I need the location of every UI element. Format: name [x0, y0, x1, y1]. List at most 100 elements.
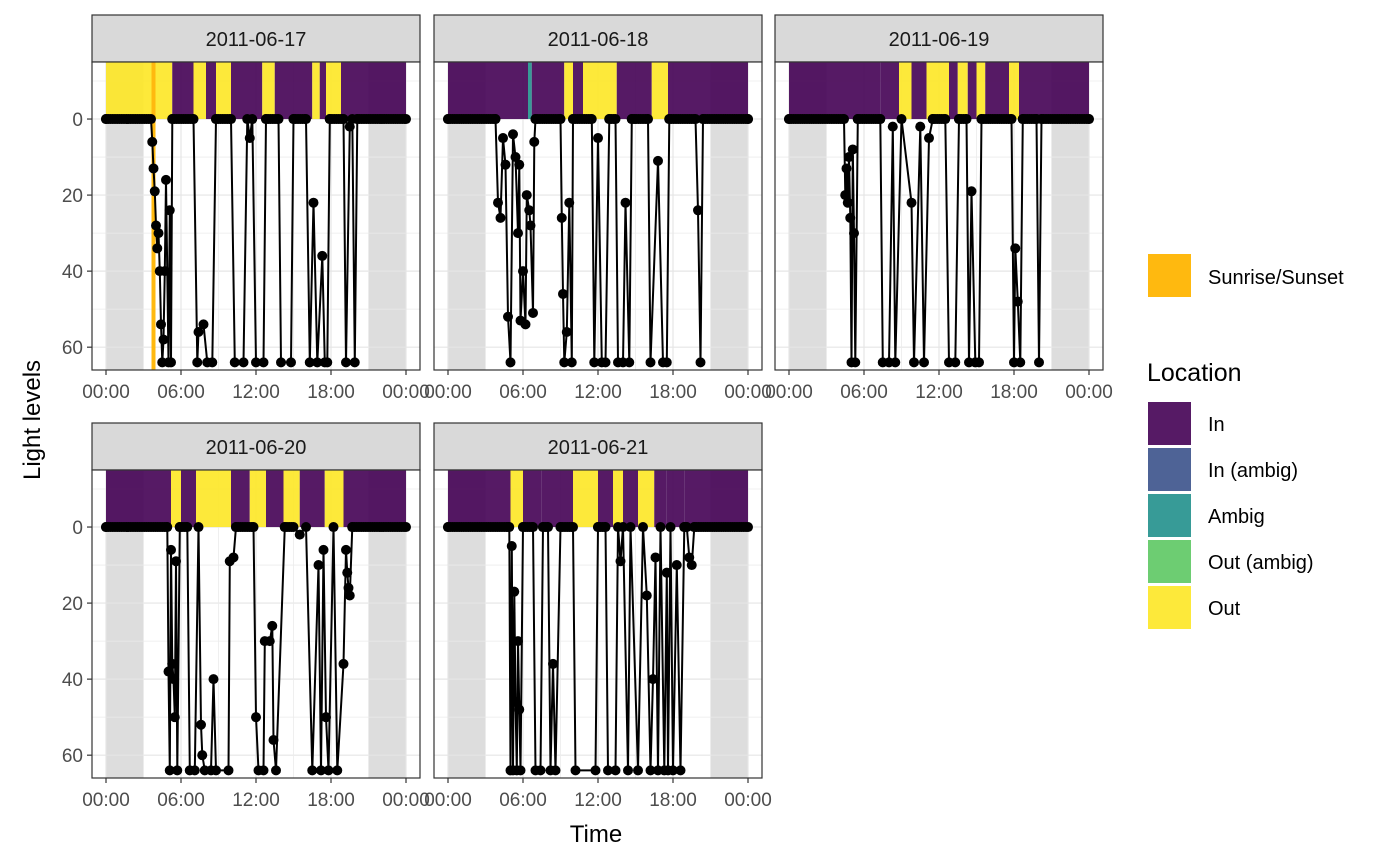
- data-point: [743, 522, 753, 533]
- data-point: [510, 152, 521, 163]
- data-point: [197, 750, 208, 761]
- data-point: [503, 311, 513, 322]
- location-band: [789, 62, 849, 120]
- x-tick-label: 18:00: [649, 382, 697, 403]
- data-point: [927, 114, 938, 125]
- location-band: [448, 62, 528, 120]
- data-point: [152, 243, 163, 254]
- data-point: [623, 765, 633, 776]
- data-point: [906, 197, 917, 208]
- facet-strip-label: 2011-06-20: [206, 437, 307, 459]
- data-point: [875, 114, 886, 125]
- location-band: [343, 470, 406, 528]
- data-point: [1006, 114, 1017, 125]
- data-point: [586, 114, 597, 125]
- data-point: [543, 522, 553, 533]
- data-point: [238, 357, 249, 368]
- data-point: [276, 357, 286, 368]
- location-band: [573, 62, 583, 120]
- data-point: [211, 765, 221, 776]
- data-point: [671, 560, 682, 571]
- data-point: [940, 114, 951, 125]
- data-point: [352, 114, 363, 125]
- data-point: [286, 357, 296, 368]
- data-point: [686, 560, 697, 571]
- location-band: [851, 62, 881, 120]
- legend: Sunrise/Sunset Location In In (ambig) Ambig O…: [1147, 254, 1344, 629]
- data-point: [495, 212, 506, 223]
- data-point: [1036, 114, 1047, 125]
- data-point: [690, 114, 701, 125]
- location-band: [523, 470, 542, 528]
- y-tick-label: 40: [62, 670, 83, 691]
- x-tick-label: 18:00: [990, 382, 1038, 403]
- data-point: [301, 114, 311, 125]
- location-band: [911, 62, 927, 120]
- data-point: [610, 114, 621, 125]
- data-point: [909, 357, 919, 368]
- data-point: [158, 334, 169, 345]
- data-point: [524, 205, 535, 216]
- data-point: [924, 133, 934, 144]
- data-point: [525, 220, 536, 231]
- data-point: [842, 197, 853, 208]
- data-point: [101, 522, 111, 533]
- location-band: [651, 62, 668, 120]
- data-point: [681, 522, 692, 533]
- location-band: [899, 62, 912, 120]
- x-tick-label: 12:00: [232, 382, 280, 403]
- facet-panels: 2011-06-17 0 20 40 60 00:00 06:00 12:00 18:00 00:…: [62, 14, 1113, 811]
- data-point: [568, 522, 578, 533]
- location-band: [654, 470, 667, 528]
- location-band: [341, 62, 406, 120]
- legend-key-out: [1148, 586, 1191, 629]
- data-point: [342, 567, 353, 578]
- data-point: [401, 522, 411, 533]
- data-point: [1010, 243, 1021, 254]
- data-point: [153, 228, 164, 239]
- data-point: [248, 522, 259, 533]
- data-point: [645, 765, 656, 776]
- data-point: [528, 307, 538, 318]
- data-point: [189, 765, 200, 776]
- data-point: [168, 674, 179, 685]
- data-point: [840, 190, 851, 201]
- data-point: [244, 133, 255, 144]
- data-point: [668, 765, 678, 776]
- data-point: [513, 228, 523, 239]
- data-point: [645, 357, 656, 368]
- data-point: [1015, 357, 1026, 368]
- location-band: [616, 62, 623, 120]
- data-point: [322, 357, 333, 368]
- data-point: [211, 114, 221, 125]
- data-point: [163, 666, 174, 677]
- x-tick-label: 00:00: [82, 790, 130, 811]
- location-band: [684, 470, 748, 528]
- x-axis-title: Time: [570, 821, 622, 848]
- facet-strip: [774, 14, 1104, 63]
- legend-label-in: In: [1208, 414, 1225, 436]
- data-point: [228, 552, 239, 563]
- data-point: [887, 121, 898, 132]
- data-point: [890, 357, 901, 368]
- x-tick-label: 00:00: [724, 790, 772, 811]
- data-point: [271, 765, 281, 776]
- data-point: [515, 765, 526, 776]
- data-point: [307, 765, 318, 776]
- data-point: [196, 719, 206, 730]
- data-point: [535, 765, 546, 776]
- location-band: [849, 62, 852, 120]
- data-point: [625, 522, 636, 533]
- legend-label-out: Out: [1208, 598, 1241, 620]
- legend-key-ambig: [1148, 494, 1191, 537]
- data-point: [847, 144, 858, 155]
- data-point: [1012, 296, 1023, 307]
- data-point: [620, 197, 631, 208]
- location-band: [1009, 62, 1019, 120]
- legend-key-in: [1148, 402, 1191, 445]
- x-tick-label: 06:00: [499, 790, 547, 811]
- data-point: [151, 220, 161, 231]
- legend-key-in-ambig: [1148, 448, 1191, 491]
- location-band: [106, 62, 144, 120]
- data-point: [164, 765, 175, 776]
